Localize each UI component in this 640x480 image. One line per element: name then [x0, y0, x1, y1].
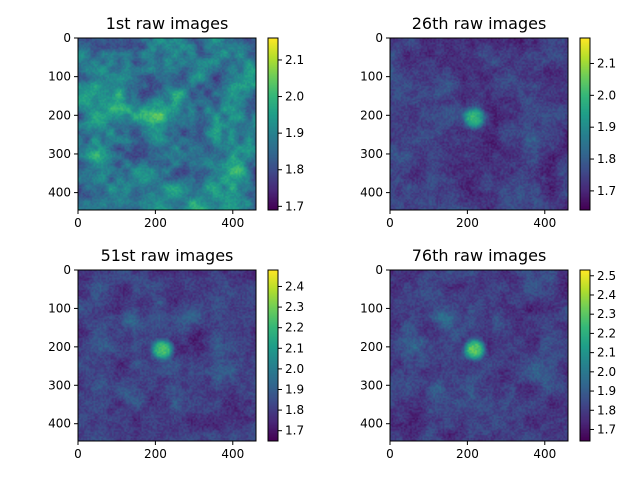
subplot-title: 26th raw images: [412, 14, 547, 33]
subplot-4: 76th raw images 0 200 400 0 100 200 300 400 1.7 1.…: [360, 246, 616, 461]
y-tick-label: 0: [63, 263, 71, 277]
colorbar-tick-label: 2.1: [597, 346, 616, 360]
axes-frame: [389, 37, 569, 211]
y-tick-label: 100: [360, 70, 383, 84]
axes-frame: [389, 269, 569, 442]
x-tick-label: 0: [386, 447, 394, 461]
y-tick-label: 0: [375, 263, 383, 277]
y-tick-label: 100: [360, 301, 383, 315]
colorbar-tick-label: 2.0: [597, 365, 616, 379]
y-tick-label: 0: [63, 31, 71, 45]
heatmap-image: [78, 270, 256, 441]
axes-frame: [77, 37, 257, 211]
colorbar-tick-label: 2.2: [285, 321, 304, 335]
x-tick-label: 200: [456, 216, 479, 230]
colorbar: [268, 38, 278, 210]
colorbar-tick-label: 1.8: [597, 403, 616, 417]
colorbar-tick-label: 2.1: [285, 341, 304, 355]
x-tick-label: 200: [144, 447, 167, 461]
colorbar-tick-label: 1.9: [597, 120, 616, 134]
subplot-title: 76th raw images: [412, 246, 547, 265]
x-tick-label: 400: [533, 216, 556, 230]
y-tick-label: 200: [360, 340, 383, 354]
x-tick-label: 0: [74, 447, 82, 461]
y-tick-label: 0: [375, 31, 383, 45]
colorbar-tick-label: 2.1: [285, 53, 304, 67]
subplot-2: 26th raw images 0 200 400 0 100 200 300 400 1.7 1.…: [360, 14, 616, 230]
colorbar-tick-label: 2.5: [597, 269, 616, 283]
colorbar-tick-label: 1.8: [597, 152, 616, 166]
colorbar-tick-label: 2.0: [285, 90, 304, 104]
colorbar: [580, 270, 590, 441]
colorbar-frame: [579, 269, 591, 442]
colorbar-tick-label: 1.7: [597, 422, 616, 436]
y-tick-label: 300: [360, 378, 383, 392]
y-tick-label: 200: [48, 108, 71, 122]
colorbar-frame: [267, 37, 279, 211]
colorbar-tick-label: 2.3: [285, 300, 304, 314]
y-tick-label: 200: [48, 340, 71, 354]
subplot-3: 51st raw images 0 200 400 0 100 200 300 400 1.7 1.…: [48, 246, 304, 461]
colorbar-tick-label: 1.8: [285, 403, 304, 417]
colorbar-tick-label: 1.9: [285, 382, 304, 396]
subplot-1: 1st raw images 0 200 400 0 100 200 300 400 1.7 1.8…: [48, 14, 304, 230]
subplot-title: 1st raw images: [106, 14, 229, 33]
y-tick-label: 200: [360, 108, 383, 122]
colorbar: [268, 270, 278, 441]
y-tick-label: 300: [48, 147, 71, 161]
y-tick-label: 300: [48, 378, 71, 392]
y-tick-label: 400: [360, 186, 383, 200]
subplot-title: 51st raw images: [101, 246, 234, 265]
y-tick-label: 400: [48, 417, 71, 431]
x-tick-label: 0: [386, 216, 394, 230]
colorbar-frame: [267, 269, 279, 442]
axes-frame: [77, 269, 257, 442]
colorbar-tick-label: 2.2: [597, 326, 616, 340]
heatmap-image: [390, 270, 568, 441]
colorbar-frame: [579, 37, 591, 211]
colorbar: [580, 38, 590, 210]
colorbar-tick-label: 1.7: [285, 424, 304, 438]
y-tick-label: 400: [360, 417, 383, 431]
colorbar-tick-label: 2.3: [597, 307, 616, 321]
colorbar-tick-label: 2.4: [597, 288, 616, 302]
colorbar-tick-label: 2.0: [597, 88, 616, 102]
colorbar-tick-label: 2.0: [285, 362, 304, 376]
y-tick-label: 100: [48, 301, 71, 315]
x-tick-label: 400: [221, 216, 244, 230]
x-tick-label: 400: [533, 447, 556, 461]
x-tick-label: 0: [74, 216, 82, 230]
x-tick-label: 400: [221, 447, 244, 461]
heatmap-image: [390, 38, 568, 210]
colorbar-tick-label: 1.8: [285, 163, 304, 177]
y-tick-label: 100: [48, 70, 71, 84]
x-tick-label: 200: [144, 216, 167, 230]
colorbar-tick-label: 1.7: [285, 199, 304, 213]
heatmap-image: [78, 38, 256, 210]
colorbar-tick-label: 2.4: [285, 279, 304, 293]
colorbar-tick-label: 1.9: [285, 126, 304, 140]
x-tick-label: 200: [456, 447, 479, 461]
y-tick-label: 400: [48, 186, 71, 200]
colorbar-tick-label: 1.9: [597, 384, 616, 398]
colorbar-tick-label: 1.7: [597, 184, 616, 198]
y-tick-label: 300: [360, 147, 383, 161]
colorbar-tick-label: 2.1: [597, 56, 616, 70]
